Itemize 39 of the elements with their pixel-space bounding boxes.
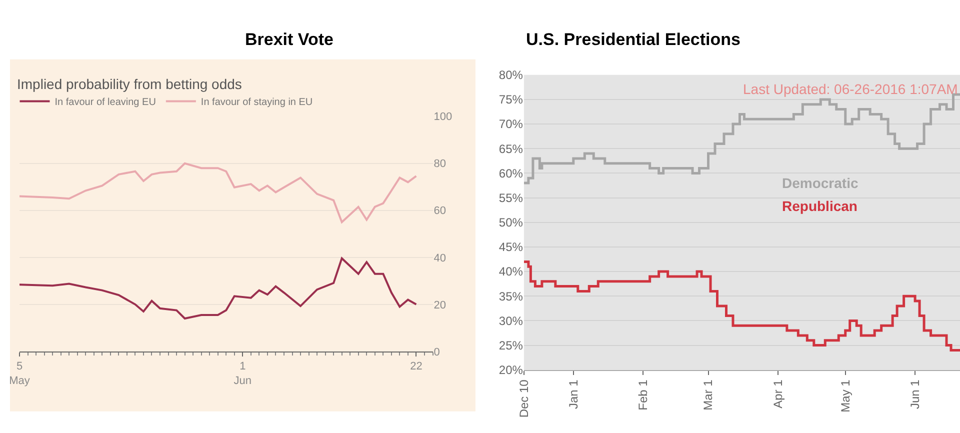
- x-tick-label: Jun 1: [908, 379, 922, 410]
- y-tick-label: 65%: [498, 142, 524, 156]
- x-tick-label: Mar 1: [701, 379, 716, 410]
- y-tick-label: 60: [434, 205, 446, 218]
- y-tick-label: 25%: [498, 338, 524, 352]
- y-tick-label: 80%: [498, 68, 524, 82]
- x-tick-label: 5 May: [9, 360, 30, 387]
- legend-label: In favour of leaving EU: [54, 97, 156, 108]
- y-tick-label: 70%: [498, 117, 524, 132]
- line-series: [20, 257, 418, 320]
- y-tick-label: 50%: [498, 216, 524, 230]
- chart-subtitle: Implied probability from betting odds: [17, 76, 242, 92]
- y-tick-label: 40%: [498, 264, 524, 279]
- y-tick-label: 20: [434, 299, 446, 312]
- chart-title: Brexit Vote: [245, 30, 334, 49]
- legend-label: In favour of staying in EU: [200, 97, 313, 108]
- text: Republican: [782, 198, 858, 214]
- chart-title: U.S. Presidential Elections: [526, 30, 740, 49]
- x-tick-label: Dec 10: [516, 379, 531, 418]
- x-tick-label: Jan 1: [566, 379, 580, 410]
- y-tick-label: 60%: [498, 166, 524, 180]
- y-tick-label: 80: [434, 158, 446, 170]
- annotation: Last Updated: 06-26-2016 1:07AM: [743, 81, 958, 97]
- y-tick-label: 100: [434, 111, 452, 124]
- y-tick-label: 55%: [498, 190, 524, 205]
- x-tick-label: Feb 1: [636, 379, 650, 410]
- y-tick-label: 35%: [498, 289, 524, 304]
- y-tick-label: 0: [434, 346, 440, 358]
- y-tick-label: 40: [434, 252, 446, 264]
- y-tick-label: 30%: [498, 314, 524, 328]
- y-tick-label: 75%: [498, 92, 524, 107]
- text: Democratic: [782, 175, 858, 191]
- x-tick-label: 1 Jun: [234, 360, 252, 387]
- x-tick-label: May 1: [838, 379, 852, 412]
- line-series: [20, 162, 418, 224]
- y-tick-label: 20%: [498, 363, 524, 378]
- x-tick-label: Apr 1: [770, 379, 785, 408]
- x-tick-label: 22: [410, 360, 422, 373]
- y-tick-label: 45%: [498, 240, 524, 254]
